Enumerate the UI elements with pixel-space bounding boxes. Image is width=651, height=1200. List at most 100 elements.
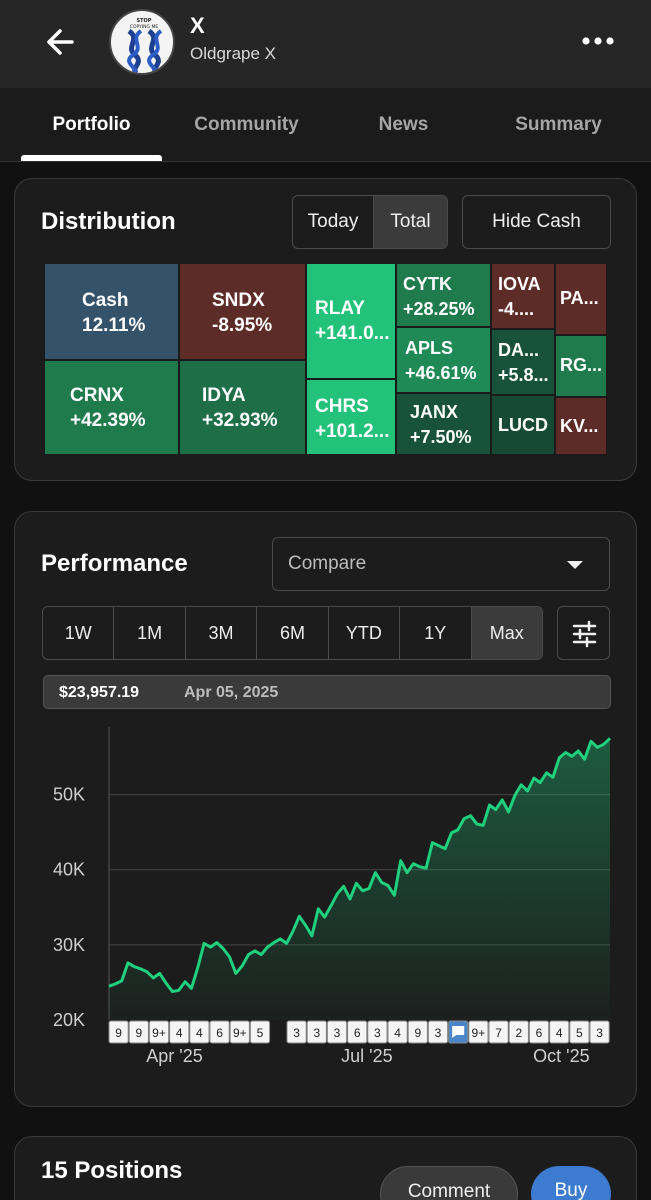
svg-text:6: 6 [216,1026,223,1040]
y-tick-label: 50K [53,785,85,805]
portfolio-owner-title: X [190,13,205,38]
treemap-tile[interactable]: KV... [555,397,607,455]
treemap-tile[interactable]: LUCD [491,395,555,455]
range-1y[interactable]: 1Y [400,607,472,659]
svg-text:STOP: STOP [137,18,152,24]
toggle-total[interactable]: Total [373,196,447,248]
event-marker[interactable]: 3 [367,1020,388,1044]
tooltip-value: $23,957.19 [59,684,140,701]
event-marker[interactable]: 6 [347,1020,368,1044]
treemap-tile[interactable]: IOVA -4.... [491,263,555,329]
compare-placeholder: Compare [288,553,367,574]
positions-count-title: 15 Positions [41,1157,183,1184]
comment-marker[interactable] [448,1020,469,1044]
treemap-tile[interactable]: JANX +7.50% [396,393,491,455]
treemap: Cash 12.11% SNDX -8.95% CRNX +42.39% IDYA +3… [44,263,607,455]
event-marker[interactable]: 4 [169,1020,190,1044]
tab-bar: Portfolio Community News Summary [0,88,651,162]
svg-text:9+: 9+ [233,1026,247,1040]
event-marker[interactable]: 3 [589,1020,610,1044]
treemap-tile[interactable]: CRNX +42.39% [44,360,179,455]
toggle-today[interactable]: Today [293,196,374,248]
svg-text:5: 5 [257,1026,264,1040]
treemap-tile[interactable]: PA... [555,263,607,335]
event-marker[interactable]: 3 [286,1020,307,1044]
treemap-tile[interactable]: RLAY +141.0... [306,263,396,379]
treemap-tile[interactable]: APLS +46.61% [396,327,491,393]
avatar-logo-icon: STOP COPYING ME [127,18,163,73]
svg-text:3: 3 [313,1026,320,1040]
svg-text:9: 9 [414,1026,421,1040]
y-tick-label: 20K [53,1010,85,1030]
event-marker[interactable]: 9+ [148,1020,170,1044]
svg-text:9+: 9+ [472,1026,486,1040]
hide-cash-button[interactable]: Hide Cash [462,195,611,249]
range-3m[interactable]: 3M [186,607,258,659]
range-1w[interactable]: 1W [43,607,115,659]
treemap-tile[interactable]: Cash 12.11% [44,263,179,360]
chart-series-line [108,737,612,993]
chevron-down-icon [567,561,583,569]
treemap-tile[interactable]: IDYA +32.93% [179,360,306,455]
chart-area-fill [109,738,610,1020]
comment-button[interactable]: Comment [380,1166,518,1200]
chart-tooltip: $23,957.19 Apr 05, 2025 [43,675,611,709]
event-marker[interactable]: 6 [528,1020,550,1044]
event-marker[interactable]: 2 [508,1020,529,1044]
x-tick-label: Apr '25 [146,1046,202,1066]
svg-text:3: 3 [334,1026,341,1040]
svg-text:3: 3 [374,1026,381,1040]
treemap-tile[interactable]: DA... +5.8... [491,329,555,395]
tab-summary[interactable]: Summary [515,114,602,135]
event-marker[interactable]: 4 [189,1020,210,1044]
range-6m[interactable]: 6M [257,607,329,659]
event-marker[interactable]: 9+ [468,1020,489,1044]
event-marker[interactable]: 9+ [229,1020,250,1044]
event-marker[interactable]: 3 [306,1020,327,1044]
comment-icon [452,1026,465,1038]
svg-text:7: 7 [495,1026,502,1040]
treemap-tile[interactable]: CHRS +101.2... [306,379,396,455]
treemap-tile[interactable]: RG... [555,335,607,397]
svg-text:6: 6 [536,1026,543,1040]
event-marker[interactable]: 9 [407,1020,428,1044]
tab-community[interactable]: Community [194,114,299,135]
event-marker[interactable]: 4 [387,1020,408,1044]
y-tick-label: 40K [53,860,85,880]
svg-text:5: 5 [576,1026,583,1040]
tab-portfolio[interactable]: Portfolio [52,114,131,135]
event-marker[interactable]: 6 [209,1020,230,1044]
range-ytd[interactable]: YTD [329,607,401,659]
svg-text:COPYING ME: COPYING ME [130,24,159,30]
more-options-icon[interactable] [578,28,618,54]
chart-settings-button[interactable] [557,606,610,660]
buy-button[interactable]: Buy [531,1166,611,1200]
event-marker[interactable]: 4 [549,1020,570,1044]
treemap-tile[interactable]: CYTK +28.25% [396,263,491,327]
performance-card: Performance Compare 1W 1M 3M 6M YTD 1Y M… [14,511,637,1107]
performance-title: Performance [41,550,188,577]
svg-text:4: 4 [196,1026,203,1040]
back-arrow-icon[interactable] [38,18,86,66]
compare-dropdown[interactable]: Compare [272,537,610,591]
today-total-toggle: Today Total [292,195,448,249]
sliders-icon [572,620,597,648]
event-marker[interactable]: 7 [488,1020,509,1044]
event-marker[interactable]: 9 [108,1020,129,1044]
treemap-tile[interactable]: SNDX -8.95% [179,263,306,360]
svg-text:3: 3 [435,1026,442,1040]
event-marker[interactable]: 9 [128,1020,149,1044]
event-marker[interactable]: 3 [326,1020,348,1044]
tab-news[interactable]: News [378,114,429,135]
range-1m[interactable]: 1M [114,607,186,659]
event-marker[interactable]: 5 [569,1020,590,1044]
event-marker[interactable]: 5 [249,1020,271,1044]
positions-card: 15 Positions Comment Buy [14,1136,637,1200]
event-marker[interactable]: 3 [427,1020,449,1044]
portfolio-name: Oldgrape X [190,44,276,63]
avatar[interactable]: STOP COPYING ME [109,9,175,75]
svg-text:3: 3 [596,1026,603,1040]
range-max[interactable]: Max [471,607,542,659]
distribution-card: Distribution Today Total Hide Cash Cash 1… [14,178,637,481]
